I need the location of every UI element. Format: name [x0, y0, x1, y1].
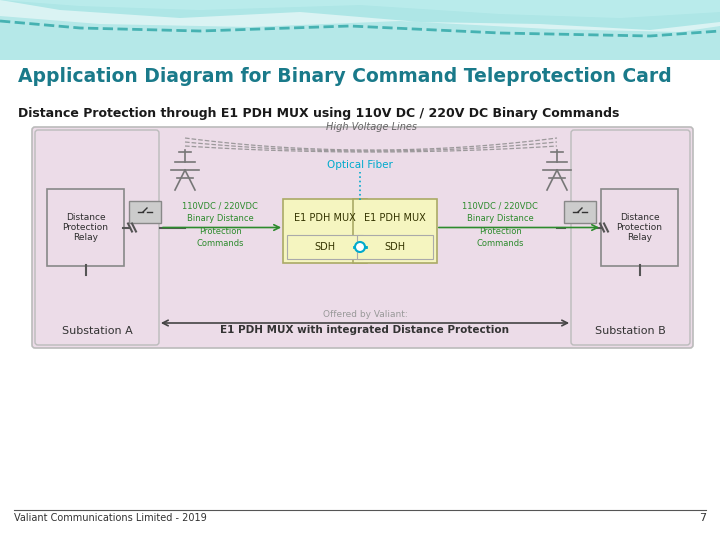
FancyBboxPatch shape [353, 199, 437, 263]
Text: High Voltage Lines: High Voltage Lines [325, 122, 416, 132]
FancyBboxPatch shape [0, 0, 720, 60]
Text: SDH: SDH [315, 242, 336, 252]
Text: Distance
Protection
Relay: Distance Protection Relay [616, 213, 662, 242]
FancyBboxPatch shape [571, 130, 690, 345]
FancyBboxPatch shape [287, 235, 363, 259]
FancyBboxPatch shape [357, 235, 433, 259]
FancyBboxPatch shape [47, 189, 124, 266]
Polygon shape [0, 0, 720, 30]
Text: Application Diagram for Binary Command Teleprotection Card: Application Diagram for Binary Command T… [18, 68, 672, 86]
Text: SDH: SDH [384, 242, 405, 252]
Text: E1 PDH MUX: E1 PDH MUX [294, 213, 356, 223]
Text: Distance Protection through E1 PDH MUX using 110V DC / 220V DC Binary Commands: Distance Protection through E1 PDH MUX u… [18, 106, 619, 119]
Text: 7: 7 [699, 513, 706, 523]
Text: E1 PDH MUX with integrated Distance Protection: E1 PDH MUX with integrated Distance Prot… [220, 325, 510, 335]
FancyBboxPatch shape [601, 189, 678, 266]
Polygon shape [0, 0, 720, 18]
Text: Substation A: Substation A [62, 326, 132, 336]
FancyBboxPatch shape [564, 201, 596, 223]
Text: 110VDC / 220VDC
Binary Distance
Protection
Commands: 110VDC / 220VDC Binary Distance Protecti… [182, 202, 258, 248]
Text: Substation B: Substation B [595, 326, 666, 336]
Text: Optical Fiber: Optical Fiber [327, 160, 393, 170]
Text: Valiant Communications Limited - 2019: Valiant Communications Limited - 2019 [14, 513, 207, 523]
Circle shape [355, 242, 365, 252]
FancyBboxPatch shape [129, 201, 161, 223]
Text: Offered by Valiant:: Offered by Valiant: [323, 310, 408, 319]
FancyBboxPatch shape [35, 130, 159, 345]
FancyBboxPatch shape [283, 199, 367, 263]
FancyBboxPatch shape [32, 127, 693, 348]
Text: 110VDC / 220VDC
Binary Distance
Protection
Commands: 110VDC / 220VDC Binary Distance Protecti… [462, 202, 538, 248]
Text: Distance
Protection
Relay: Distance Protection Relay [63, 213, 109, 242]
Text: E1 PDH MUX: E1 PDH MUX [364, 213, 426, 223]
Polygon shape [0, 0, 720, 32]
